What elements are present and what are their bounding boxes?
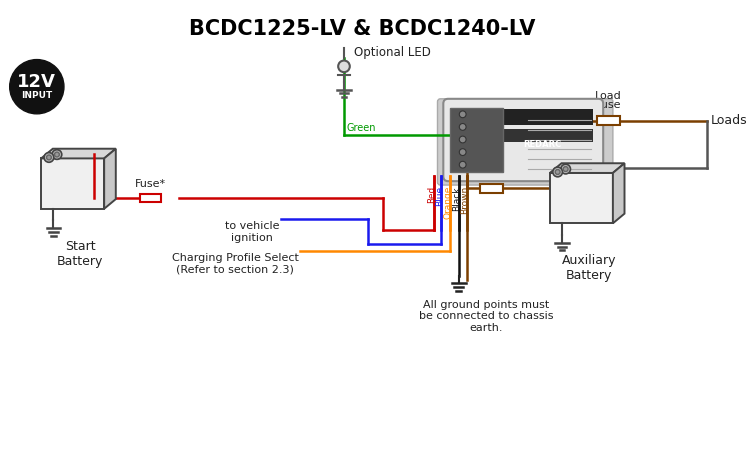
Circle shape: [555, 170, 560, 174]
Text: Brown: Brown: [460, 186, 469, 214]
Text: INPUT: INPUT: [21, 91, 52, 100]
Text: Charging Profile Select
(Refer to section 2.3): Charging Profile Select (Refer to sectio…: [171, 254, 298, 275]
FancyBboxPatch shape: [479, 184, 503, 193]
Text: Green: Green: [347, 123, 376, 133]
Text: 12V: 12V: [17, 73, 56, 91]
FancyBboxPatch shape: [550, 173, 613, 223]
FancyBboxPatch shape: [450, 107, 503, 172]
FancyBboxPatch shape: [453, 129, 593, 142]
FancyBboxPatch shape: [453, 109, 593, 125]
Text: Auxiliary
Battery: Auxiliary Battery: [562, 255, 616, 283]
FancyBboxPatch shape: [140, 194, 161, 203]
Text: Start
Battery: Start Battery: [58, 240, 104, 268]
Circle shape: [563, 167, 568, 171]
Circle shape: [46, 155, 52, 160]
FancyBboxPatch shape: [597, 116, 620, 126]
Circle shape: [55, 152, 59, 157]
Text: to vehicle
ignition: to vehicle ignition: [224, 221, 279, 243]
Text: All ground points must
be connected to chassis
earth.: All ground points must be connected to c…: [419, 300, 554, 333]
Text: BCDC1225-LV & BCDC1240-LV: BCDC1225-LV & BCDC1240-LV: [189, 19, 536, 39]
Circle shape: [459, 149, 466, 156]
FancyBboxPatch shape: [444, 99, 603, 181]
Text: Loads: Loads: [711, 114, 747, 127]
Text: Fuse*: Fuse*: [135, 179, 166, 190]
Text: Fuse*: Fuse*: [476, 168, 507, 178]
Polygon shape: [104, 149, 116, 209]
Circle shape: [459, 111, 466, 118]
Text: Fuse: Fuse: [595, 100, 622, 110]
Circle shape: [52, 150, 62, 159]
Text: REDARC: REDARC: [524, 141, 562, 149]
Polygon shape: [613, 163, 625, 223]
Circle shape: [459, 123, 466, 130]
Text: Black: Black: [453, 186, 462, 211]
FancyBboxPatch shape: [41, 158, 104, 209]
Circle shape: [561, 164, 571, 174]
Circle shape: [459, 161, 466, 168]
Text: Blue: Blue: [435, 186, 444, 206]
Circle shape: [553, 167, 562, 177]
Text: Load: Load: [595, 91, 622, 101]
Circle shape: [44, 153, 54, 162]
FancyBboxPatch shape: [438, 99, 613, 185]
Text: Red: Red: [427, 186, 436, 203]
Polygon shape: [550, 163, 625, 173]
Circle shape: [459, 136, 466, 143]
Circle shape: [338, 61, 350, 72]
Polygon shape: [41, 149, 116, 158]
Circle shape: [10, 60, 64, 114]
Text: Orange: Orange: [444, 186, 453, 219]
Text: Optional LED: Optional LED: [354, 46, 431, 59]
